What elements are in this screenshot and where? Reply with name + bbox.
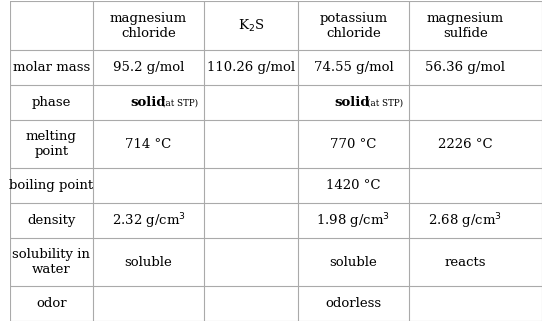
Text: solid: solid [335,97,370,109]
Text: (at STP): (at STP) [162,99,198,108]
Text: reacts: reacts [444,256,486,269]
Text: solid: solid [130,97,166,109]
Text: K$_2$S: K$_2$S [238,17,264,33]
Text: solubility in
water: solubility in water [12,248,90,276]
Text: density: density [27,214,75,227]
Text: melting
point: melting point [26,130,77,158]
Text: boiling point: boiling point [9,179,93,192]
Text: odor: odor [36,297,67,310]
Text: magnesium
chloride: magnesium chloride [110,12,187,40]
Text: 110.26 g/mol: 110.26 g/mol [207,62,295,74]
Text: soluble: soluble [330,256,377,269]
Text: 1.98 g/cm$^3$: 1.98 g/cm$^3$ [317,211,390,231]
Text: 2.68 g/cm$^3$: 2.68 g/cm$^3$ [428,211,502,231]
Text: 74.55 g/mol: 74.55 g/mol [313,62,393,74]
Text: phase: phase [31,97,71,109]
Text: 2226 °C: 2226 °C [438,138,493,151]
Text: magnesium
sulfide: magnesium sulfide [427,12,504,40]
Text: molar mass: molar mass [13,62,90,74]
Text: 714 °C: 714 °C [125,138,172,151]
Text: odorless: odorless [325,297,381,310]
Text: 770 °C: 770 °C [330,138,377,151]
Text: (at STP): (at STP) [367,99,403,108]
Text: soluble: soluble [125,256,172,269]
Text: 1420 °C: 1420 °C [326,179,381,192]
Text: 95.2 g/mol: 95.2 g/mol [113,62,184,74]
Text: 56.36 g/mol: 56.36 g/mol [425,62,505,74]
Text: potassium
chloride: potassium chloride [319,12,388,40]
Text: 2.32 g/cm$^3$: 2.32 g/cm$^3$ [111,211,186,231]
